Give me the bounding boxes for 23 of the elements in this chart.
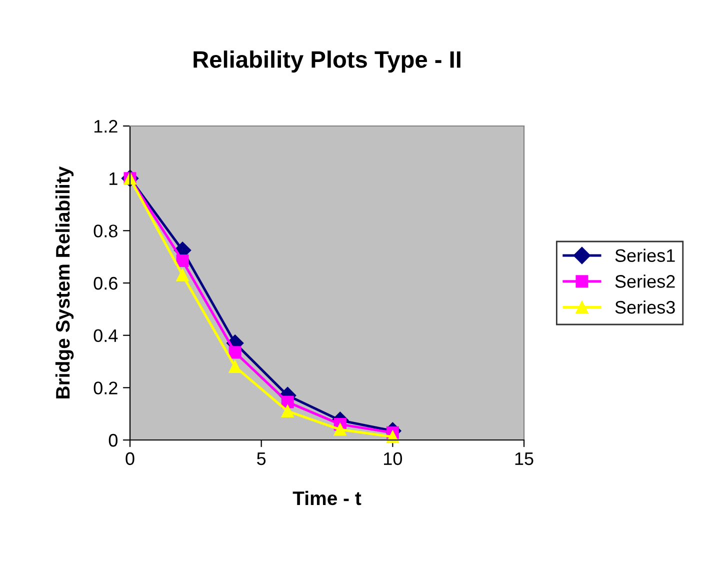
point [334,423,346,436]
legend-label: Series3 [615,300,675,314]
y-tick-label: 0.8 [94,224,118,238]
y-tick-label: 1 [110,172,118,185]
y-tick-label: 1.2 [94,120,118,133]
x-tick-label: 0 [126,452,134,466]
legend-label: Series2 [615,274,675,288]
chart-title: Reliability Plots Type - II [194,50,460,73]
point [228,360,242,373]
y-axis-title: Bridge System Reliability [55,166,74,398]
point [176,254,189,268]
x-tick-label: 15 [515,452,534,466]
x-tick-label: 5 [257,452,266,466]
point [176,268,189,282]
x-tick-label: 10 [384,452,402,466]
y-tick-label: 0.2 [94,382,118,394]
point [281,404,294,418]
y-tick-label: 0.6 [94,276,118,290]
point [228,346,242,359]
x-axis-title: Time - t [292,490,362,506]
y-tick-label: 0 [108,434,118,447]
legend-label: Series1 [615,248,675,262]
y-tick-label: 0.4 [94,329,118,342]
